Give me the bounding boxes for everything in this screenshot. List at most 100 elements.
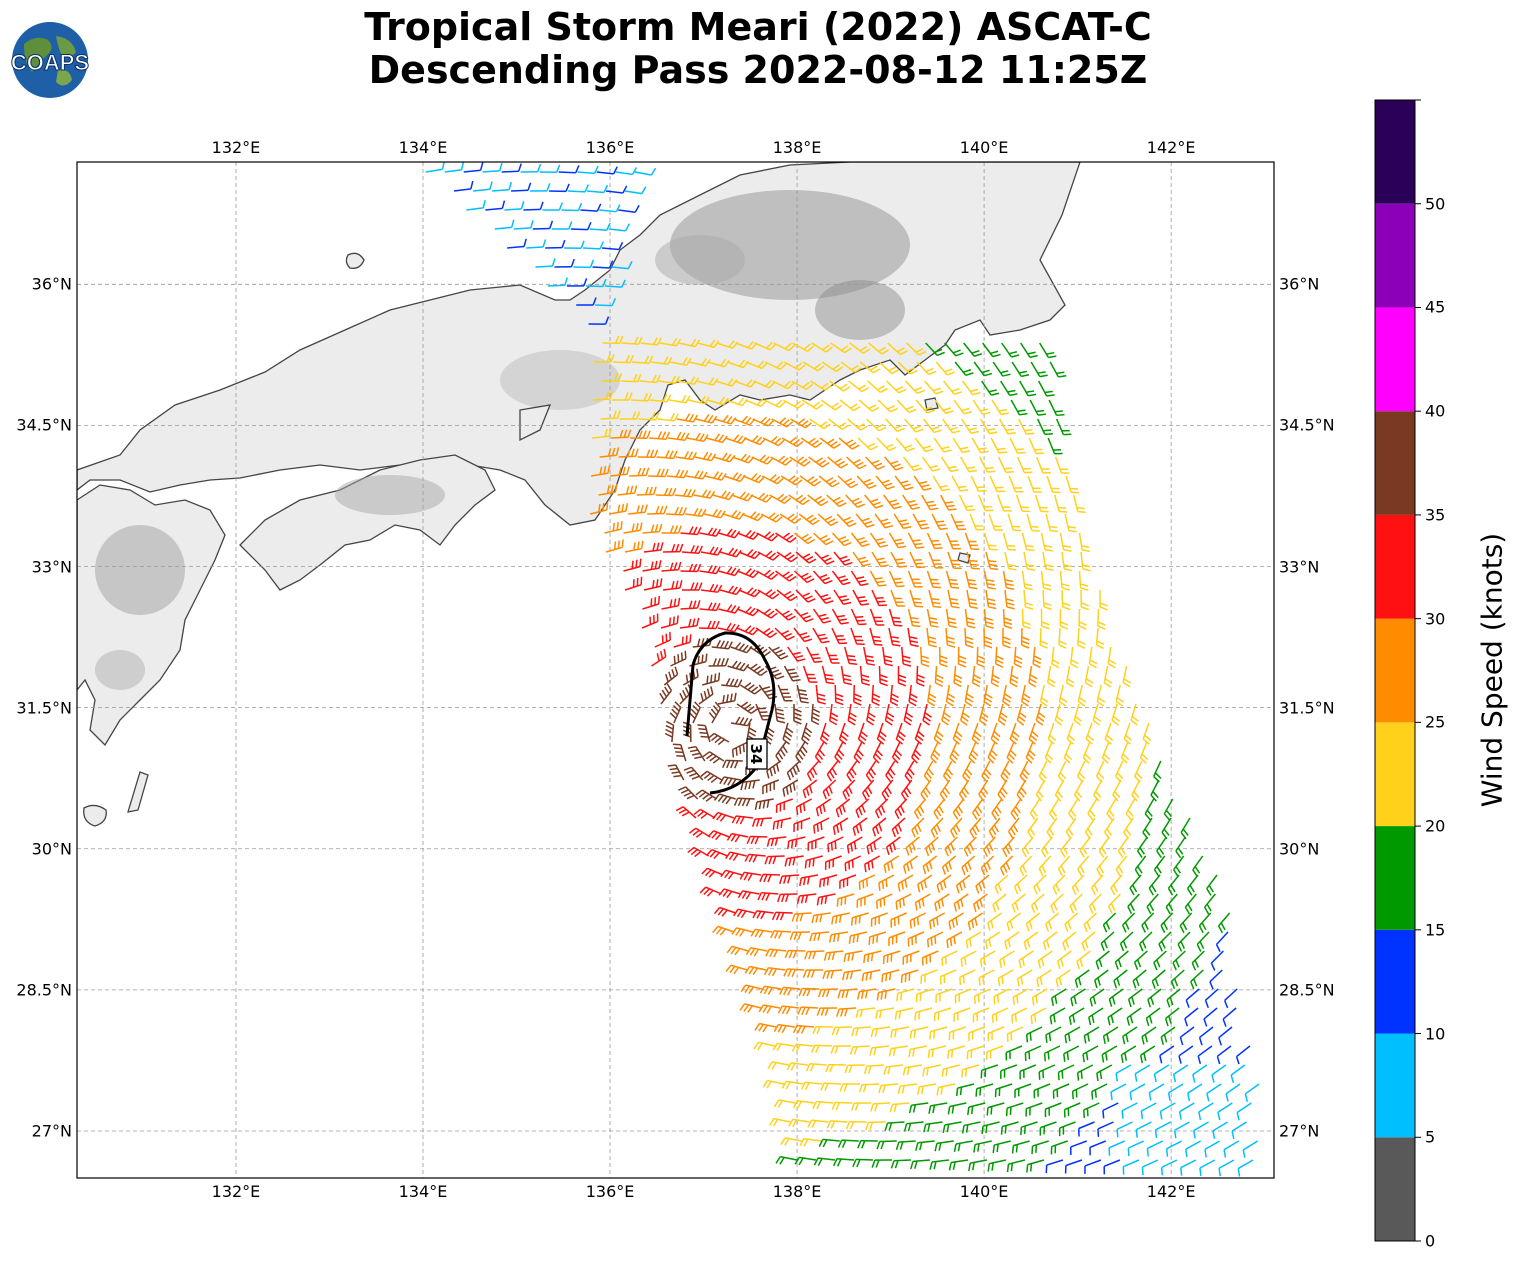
wind-barb [1055,418,1072,436]
wind-barb [947,1102,967,1115]
wind-barb [589,501,609,515]
wind-barb [1010,399,1028,416]
wind-barb [964,684,974,707]
wind-barb [1119,931,1134,952]
wind-barb [773,1099,796,1108]
wind-barb [966,1045,985,1060]
wind-barb [1106,798,1117,821]
wind-barb [758,1004,781,1014]
wind-barb [1047,722,1057,745]
wind-barb [1021,532,1035,552]
wind-barb [858,399,880,412]
wind-barb [1164,1007,1180,1027]
wind-barb [1196,931,1210,952]
wind-barb [878,874,895,891]
wind-barb [915,988,934,1003]
wind-barb [700,546,723,556]
wind-barb [744,398,767,408]
wind-barb [947,589,960,609]
wind-barb [856,475,877,490]
wind-barb [706,396,729,406]
wind-barb [558,165,580,174]
colorbar-segment [1375,618,1415,723]
wind-barb [903,456,922,472]
wind-barb [699,886,722,897]
wind-barb [1179,1026,1195,1046]
wind-barb [1104,722,1114,745]
wind-barb [885,418,905,433]
wind-barb [1136,836,1148,858]
wind-barb [651,356,673,365]
wind-barb [969,817,982,839]
wind-barb [566,278,588,287]
wind-barb [1167,874,1180,896]
wind-barb [781,1080,804,1090]
wind-barb [1014,1083,1032,1098]
wind-barb [1001,342,1020,358]
wind-barb [1083,1102,1100,1119]
wind-barb [962,760,973,783]
wind-barb [1096,855,1109,877]
wind-barb [1133,950,1148,971]
wind-barb [1002,608,1013,630]
wind-barb [774,703,786,724]
wind-barb [577,165,599,175]
wind-barb [886,380,907,394]
wind-barb [721,678,743,688]
wind-barb [1211,1064,1227,1083]
colorbar-label: Wind Speed (knots) [1475,532,1509,808]
wind-barb [591,465,611,477]
wind-barb [1030,1007,1047,1025]
wind-barb [913,798,927,820]
wind-barb [869,608,885,626]
wind-barb [877,399,898,413]
wind-barb [1033,874,1047,895]
wind-barb [1100,931,1115,952]
wind-barb [779,513,802,524]
wind-barb [984,931,1001,950]
wind-barb [673,634,692,648]
wind-barb [773,1023,796,1034]
wind-barb [712,811,735,822]
wind-barb [840,361,862,373]
wind-barb [896,988,915,1002]
colorbar-segment [1375,100,1415,204]
wind-barb [762,779,780,795]
wind-barb [775,608,796,621]
wind-barb [696,377,719,386]
wind-barb [1177,931,1191,952]
wind-barb [1008,475,1024,493]
wind-barb [1045,513,1059,533]
wind-barb [1042,931,1058,951]
wind-barb [680,600,701,610]
wind-barb [1110,1083,1127,1100]
wind-barb [818,1138,840,1148]
wind-barb [807,1119,829,1129]
wind-barb [1121,1102,1138,1119]
wind-barb [568,184,589,193]
land-layer [77,162,1081,827]
wind-barb [839,874,857,889]
wind-barb [658,375,681,385]
wind-barb [589,222,611,231]
wind-barb [1096,684,1106,707]
wind-barb [855,798,870,819]
wind-barb [907,608,921,628]
wind-barb [1141,1159,1159,1176]
wind-barb [1028,722,1039,745]
wind-barb [789,931,811,941]
wind-barb [837,1139,859,1148]
wind-barb [507,238,527,249]
wind-barb [1033,1083,1051,1099]
wind-barb [825,646,840,664]
wind-barb [909,589,924,608]
wind-barb [768,1117,791,1127]
wind-barb [772,380,795,390]
wind-barb [718,566,741,577]
wind-barb [874,798,889,819]
wind-barb [870,912,888,927]
wind-barb [1144,798,1155,821]
wind-barb [934,399,954,415]
wind-barb [1048,798,1060,821]
wind-barb [501,163,522,173]
